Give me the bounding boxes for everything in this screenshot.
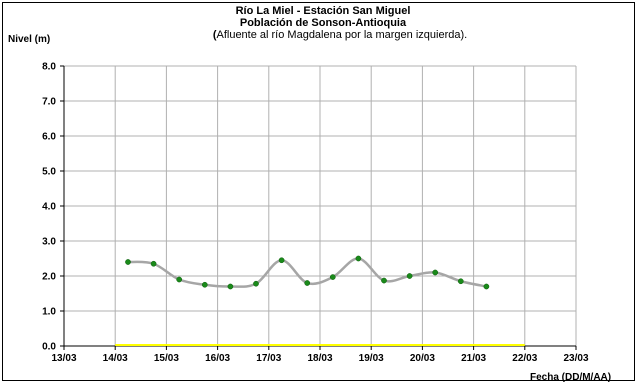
y-tick-label: 6.0 — [42, 132, 56, 143]
chart-subtitle-paren: ( — [213, 29, 217, 41]
x-tick-label: 18/03 — [307, 353, 332, 364]
data-point — [278, 257, 285, 264]
y-tick-label: 8.0 — [42, 62, 56, 73]
x-axis-label: Fecha (DD/M/AA) — [530, 372, 611, 383]
chart-title-line1: Río La Miel - Estación San Miguel — [236, 5, 411, 17]
data-point — [201, 281, 208, 288]
data-point — [432, 269, 439, 276]
y-axis-label: Nivel (m) — [8, 34, 50, 45]
y-tick-label: 3.0 — [42, 237, 56, 248]
x-tick-label: 14/03 — [103, 353, 128, 364]
y-tick-label: 0.0 — [42, 342, 56, 353]
data-point — [304, 280, 311, 286]
data-point — [457, 278, 464, 285]
y-tick-label: 7.0 — [42, 97, 56, 108]
x-tick-label: 22/03 — [512, 353, 537, 364]
x-tick-label: 15/03 — [154, 353, 179, 364]
x-tick-label: 13/03 — [51, 353, 76, 364]
data-point — [150, 260, 157, 267]
data-point — [227, 283, 234, 290]
x-tick-label: 17/03 — [256, 353, 281, 364]
x-tick-label: 16/03 — [205, 353, 230, 364]
data-point — [125, 259, 131, 265]
data-point — [483, 283, 490, 290]
x-tick-label: 23/03 — [563, 353, 588, 364]
chart-subtitle-text: Afluente al río Magdalena por la margen … — [216, 29, 467, 41]
x-tick-label: 20/03 — [410, 353, 435, 364]
x-tick-label: 19/03 — [359, 353, 384, 364]
data-point — [406, 273, 413, 279]
plot-area: 0.0 1.0 2.0 3.0 4.0 5.0 6.0 7.0 8.0 13/03 14/03 15/… — [42, 62, 589, 365]
y-tick-label: 2.0 — [42, 272, 56, 283]
data-point — [355, 255, 362, 262]
chart-subtitle: (Afluente al río Magdalena por la margen… — [213, 29, 467, 41]
data-point — [329, 274, 336, 280]
data-point — [176, 276, 183, 283]
x-tick-label: 21/03 — [461, 353, 486, 364]
chart-title-line2: Población de Sonson-Antioquia — [240, 17, 407, 29]
data-point — [381, 277, 387, 284]
y-tick-label: 1.0 — [42, 307, 56, 318]
data-point — [253, 280, 259, 287]
y-tick-label: 4.0 — [42, 202, 56, 213]
y-tick-label: 5.0 — [42, 167, 56, 178]
